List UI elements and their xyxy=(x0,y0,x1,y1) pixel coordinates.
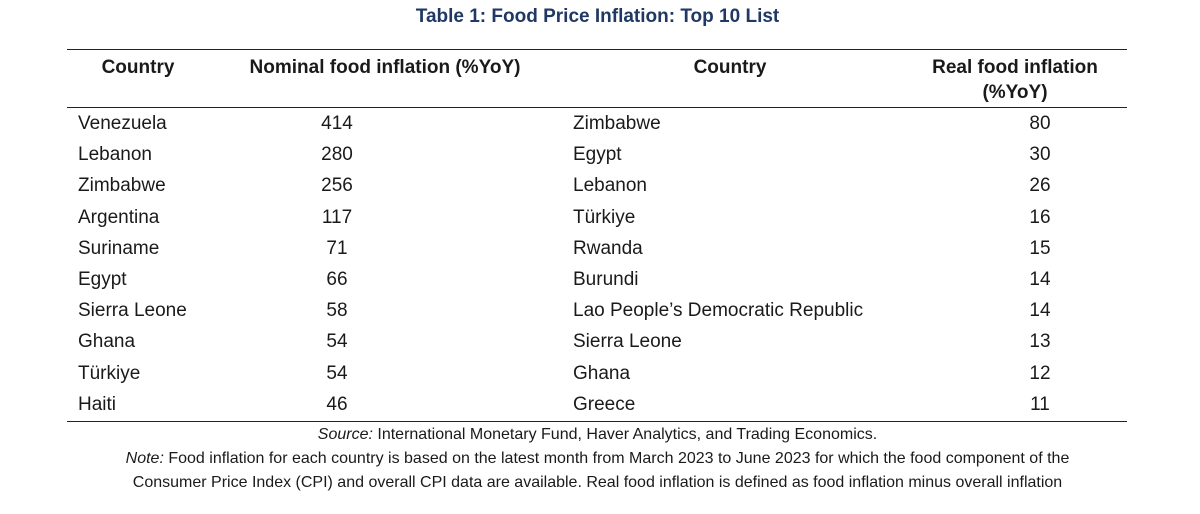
real-value-cell: 15 xyxy=(1029,237,1051,259)
nominal-value-cell: 54 xyxy=(326,362,348,384)
country-nominal-cell: Egypt xyxy=(78,268,127,290)
nominal-value-cell: 71 xyxy=(326,237,348,259)
nominal-value-cell: 66 xyxy=(326,268,348,290)
table-row: Ghana 54 Sierra Leone 13 xyxy=(0,326,1200,357)
table-row: Lebanon 280 Egypt 30 xyxy=(0,139,1200,170)
table-header-rule xyxy=(67,107,1127,108)
country-nominal-cell: Venezuela xyxy=(78,113,167,134)
country-nominal-cell: Lebanon xyxy=(78,144,152,166)
table-row: Haiti 46 Greece 11 xyxy=(0,389,1200,420)
country-nominal-cell: Argentina xyxy=(78,206,160,228)
nominal-value-cell: 54 xyxy=(326,331,348,353)
table-row: Egypt 66 Burundi 14 xyxy=(0,264,1200,295)
header-nominal-inflation: Nominal food inflation (%YoY) xyxy=(249,57,521,78)
source-note: Source: International Monetary Fund, Hav… xyxy=(0,423,1195,447)
header-country-nominal: Country xyxy=(101,57,175,78)
country-real-cell: Lao People’s Democratic Republic xyxy=(573,300,864,322)
nominal-value-cell: 256 xyxy=(321,175,353,197)
nominal-value-cell: 58 xyxy=(326,300,348,322)
table-row: Suriname 71 Rwanda 15 xyxy=(0,233,1200,264)
country-real-cell: Lebanon xyxy=(573,175,647,197)
real-value-cell: 13 xyxy=(1029,331,1051,353)
table-body: Venezuela 414 Zimbabwe 80 Lebanon 280 Eg… xyxy=(0,108,1200,420)
real-value-cell: 12 xyxy=(1029,362,1051,384)
real-value-cell: 26 xyxy=(1029,175,1051,197)
country-nominal-cell: Haiti xyxy=(78,393,117,415)
country-nominal-cell: Türkiye xyxy=(78,362,141,384)
nominal-value-cell: 117 xyxy=(321,206,353,228)
source-text: International Monetary Fund, Haver Analy… xyxy=(372,426,878,443)
table-top-rule xyxy=(67,49,1127,50)
country-real-cell: Rwanda xyxy=(573,237,643,259)
table-row: Türkiye 54 Ghana 12 xyxy=(0,358,1200,389)
header-real-inflation: Real food inflation (%YoY) xyxy=(910,55,1120,105)
table-title: Table 1: Food Price Inflation: Top 10 Li… xyxy=(415,6,780,27)
nominal-value-cell: 414 xyxy=(321,113,353,134)
country-real-cell: Burundi xyxy=(573,268,639,290)
table-bottom-rule xyxy=(67,421,1127,422)
country-nominal-cell: Sierra Leone xyxy=(78,300,187,322)
table-row: Argentina 117 Türkiye 16 xyxy=(0,202,1200,233)
country-real-cell: Zimbabwe xyxy=(573,113,661,134)
footnote-line2: Consumer Price Index (CPI) and overall C… xyxy=(132,474,1063,491)
nominal-value-cell: 280 xyxy=(321,144,353,166)
header-country-real: Country xyxy=(693,57,767,78)
table-row: Venezuela 414 Zimbabwe 80 xyxy=(0,108,1200,139)
country-nominal-cell: Ghana xyxy=(78,331,136,353)
country-real-cell: Egypt xyxy=(573,144,622,166)
country-nominal-cell: Zimbabwe xyxy=(78,175,166,197)
table-row: Sierra Leone 58 Lao People’s Democratic … xyxy=(0,295,1200,326)
real-value-cell: 80 xyxy=(1029,113,1051,134)
header-real-inflation-line1: Real food inflation xyxy=(932,57,1098,78)
country-nominal-cell: Suriname xyxy=(78,237,160,259)
country-real-cell: Ghana xyxy=(573,362,631,384)
real-value-cell: 16 xyxy=(1029,206,1051,228)
country-real-cell: Greece xyxy=(573,393,636,415)
note-text-line1: Food inflation for each country is based… xyxy=(163,450,1070,467)
nominal-value-cell: 46 xyxy=(326,393,348,415)
real-value-cell: 11 xyxy=(1030,393,1050,415)
header-real-inflation-line2: (%YoY) xyxy=(982,82,1048,103)
real-value-cell: 14 xyxy=(1029,268,1051,290)
country-real-cell: Sierra Leone xyxy=(573,331,682,353)
source-label: Source: xyxy=(317,426,373,443)
footnote-line1: Note: Food inflation for each country is… xyxy=(0,447,1195,471)
note-label: Note: xyxy=(125,450,164,467)
table-row: Zimbabwe 256 Lebanon 26 xyxy=(0,170,1200,201)
real-value-cell: 14 xyxy=(1029,300,1051,322)
real-value-cell: 30 xyxy=(1029,144,1051,166)
country-real-cell: Türkiye xyxy=(573,206,636,228)
